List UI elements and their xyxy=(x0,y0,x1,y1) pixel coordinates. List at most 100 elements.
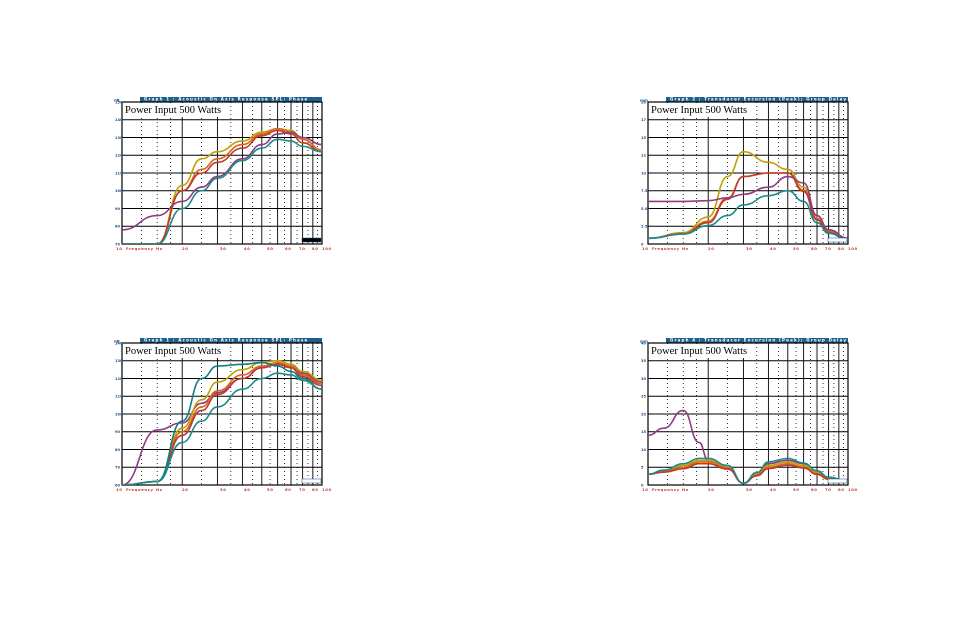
chart-header-text: Graph 1 : Acoustic On Axis Response SPL:… xyxy=(144,338,308,343)
y-tick-label: 0 xyxy=(641,483,644,487)
y-tick-label: 70 xyxy=(115,466,121,470)
x-tick-label: 40 xyxy=(770,487,776,492)
y-tick-label: 5.0 xyxy=(641,207,648,211)
x-tick-label: 50 xyxy=(267,487,273,492)
y-tick-label: 140 xyxy=(115,341,123,345)
x-tick-label: 80 xyxy=(838,487,844,492)
y-tick-label: 10 xyxy=(641,448,647,452)
y-tick-label: 7.5 xyxy=(641,189,648,193)
x-tick-label: 30 xyxy=(746,246,752,251)
series-group xyxy=(648,150,848,241)
x-tick-label: 50 xyxy=(267,246,273,251)
y-tick-label: 120 xyxy=(115,377,123,381)
y-tick-label: 80 xyxy=(115,225,121,229)
y-tick-label: 10 xyxy=(641,171,647,175)
annotation-bg xyxy=(649,344,745,358)
x-tick-label: Frequency xyxy=(126,246,154,251)
y-unit-label: dB xyxy=(114,339,120,344)
chart-header-bar xyxy=(140,338,322,343)
x-tick-label: 10 xyxy=(642,246,648,251)
y-tick-label: 100 xyxy=(115,412,123,416)
series-line-2 xyxy=(122,361,322,485)
chart-panel-4: Graph 4 : Transducer Excursion (Peak); G… xyxy=(638,337,860,497)
x-tick-label: 70 xyxy=(825,246,831,251)
x-tick-label: 60 xyxy=(811,487,817,492)
y-unit-label: dB xyxy=(114,98,120,103)
chart-header-bar xyxy=(666,97,848,102)
y-tick-label: 80 xyxy=(115,448,121,452)
series-line-4 xyxy=(122,361,322,485)
chart-3-svg: Graph 1 : Acoustic On Axis Response SPL:… xyxy=(114,338,332,492)
x-tick-label: 20 xyxy=(708,487,714,492)
y-tick-label: 70 xyxy=(115,242,121,246)
y-tick-label: 20 xyxy=(641,100,647,104)
y-tick-label: 110 xyxy=(115,171,123,175)
x-tick-label: 30 xyxy=(220,487,226,492)
y-tick-label: 25 xyxy=(641,395,647,399)
chart-header-text: Graph 4 : Transducer Excursion (Peak); G… xyxy=(670,338,847,343)
series-line-3 xyxy=(648,175,848,240)
annotation-bg xyxy=(649,103,745,117)
y-tick-label: 40 xyxy=(641,341,647,345)
corner-marker xyxy=(827,478,848,484)
power-input-annotation: Power Input 500 Watts xyxy=(651,346,747,357)
x-tick-label: Hz xyxy=(682,246,689,251)
x-tick-label: Frequency xyxy=(652,246,680,251)
y-tick-label: 90 xyxy=(115,430,121,434)
x-tick-label: 30 xyxy=(746,487,752,492)
power-input-annotation: Power Input 500 Watts xyxy=(651,105,747,116)
x-tick-label: Hz xyxy=(156,487,163,492)
y-tick-label: 20 xyxy=(641,412,647,416)
y-tick-label: 5 xyxy=(641,466,644,470)
y-tick-label: 90 xyxy=(115,207,121,211)
chart-1-svg: Graph 1 : Acoustic On Axis Response SPL:… xyxy=(114,97,332,251)
chart-header-text: Graph 2 : Transducer Excursion (Peak); G… xyxy=(670,97,847,102)
y-tick-label: 12 xyxy=(641,154,647,158)
annotation-bg xyxy=(123,103,219,117)
x-tick-label: 10 xyxy=(116,487,122,492)
y-tick-label: 30 xyxy=(641,377,647,381)
x-tick-label: 80 xyxy=(312,246,318,251)
x-tick-label: 80 xyxy=(312,487,318,492)
series-line-3 xyxy=(122,131,322,231)
y-tick-label: 2.5 xyxy=(641,225,648,229)
x-tick-label: 50 xyxy=(793,487,799,492)
x-tick-label: 20 xyxy=(182,246,188,251)
annotation-bg xyxy=(123,344,219,358)
series-group xyxy=(122,359,322,485)
x-tick-label: 10 xyxy=(642,487,648,492)
y-tick-label: 150 xyxy=(115,100,123,104)
series-group xyxy=(648,409,848,485)
x-tick-label: 80 xyxy=(838,246,844,251)
x-tick-label: 60 xyxy=(285,246,291,251)
x-tick-label: 60 xyxy=(285,487,291,492)
x-tick-label: 60 xyxy=(811,246,817,251)
x-tick-label: 40 xyxy=(244,246,250,251)
series-line-4 xyxy=(648,457,848,485)
y-tick-label: 17 xyxy=(641,118,647,122)
chart-4-svg: Graph 4 : Transducer Excursion (Peak); G… xyxy=(640,338,857,492)
series-line-3 xyxy=(648,462,848,485)
corner-marker xyxy=(301,237,322,243)
y-tick-label: 120 xyxy=(115,154,123,158)
corner-marker xyxy=(827,237,848,243)
series-group xyxy=(122,127,322,244)
chart-panel-2: Graph 2 : Transducer Excursion (Peak); G… xyxy=(638,96,860,256)
chart-header-bar xyxy=(666,338,848,343)
x-tick-label: Frequency xyxy=(652,487,680,492)
y-tick-label: 130 xyxy=(115,136,123,140)
series-line-5 xyxy=(122,372,322,485)
x-tick-label: 100 xyxy=(322,487,332,492)
series-line-2 xyxy=(648,172,848,241)
x-tick-label: 70 xyxy=(825,487,831,492)
x-tick-label: 100 xyxy=(848,246,858,251)
series-line-4 xyxy=(648,189,848,241)
y-tick-label: 100 xyxy=(115,189,123,193)
x-tick-label: 30 xyxy=(220,246,226,251)
x-tick-label: 100 xyxy=(322,246,332,251)
y-tick-label: 140 xyxy=(115,118,123,122)
y-unit-label: mm xyxy=(640,339,648,344)
x-tick-label: Hz xyxy=(682,487,689,492)
x-tick-label: Hz xyxy=(156,246,163,251)
chart-panel-1: Graph 1 : Acoustic On Axis Response SPL:… xyxy=(112,96,334,256)
